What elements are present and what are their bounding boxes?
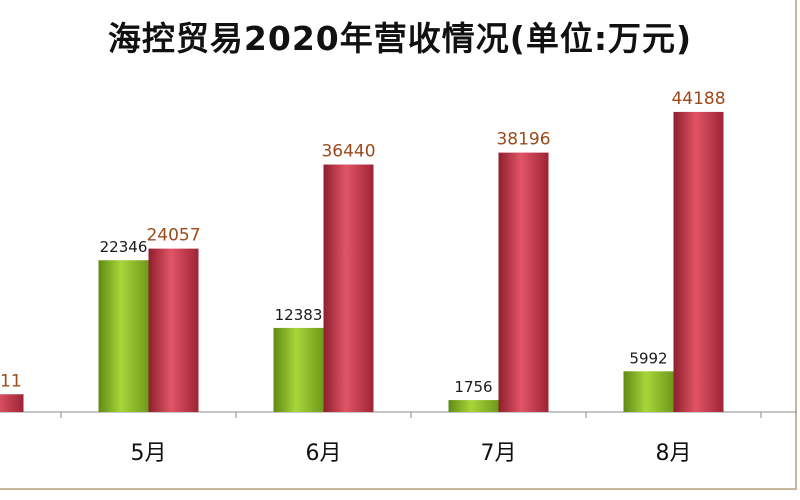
bar-series-2 [323, 164, 374, 412]
category-label: 6月 [306, 441, 342, 466]
data-label-series-2: 36440 [321, 142, 375, 162]
data-label-series-1: 12383 [275, 306, 323, 324]
data-label-series-2: 44188 [671, 89, 725, 109]
bar-series-2 [673, 111, 724, 413]
bar-series-2 [0, 394, 24, 412]
data-label-series-2: 24057 [146, 226, 200, 246]
bar-series-1 [448, 400, 499, 412]
data-label-series-2: 11 [0, 371, 22, 391]
data-label-series-2: 38196 [496, 130, 550, 150]
category-label: 7月 [481, 441, 517, 466]
bar-series-2 [498, 152, 549, 412]
bar-series-2 [148, 248, 199, 412]
data-label-series-1: 22346 [100, 238, 148, 256]
bar-series-1 [273, 327, 324, 412]
chart-title: 海控贸易2020年营收情况(单位:万元) [107, 19, 693, 58]
category-label: 8月 [656, 441, 692, 466]
data-label-series-1: 1756 [454, 378, 492, 396]
data-label-series-1: 5992 [629, 349, 667, 367]
bar-series-1 [623, 371, 674, 412]
category-label: 5月 [131, 441, 167, 466]
bar-series-1 [98, 260, 149, 412]
